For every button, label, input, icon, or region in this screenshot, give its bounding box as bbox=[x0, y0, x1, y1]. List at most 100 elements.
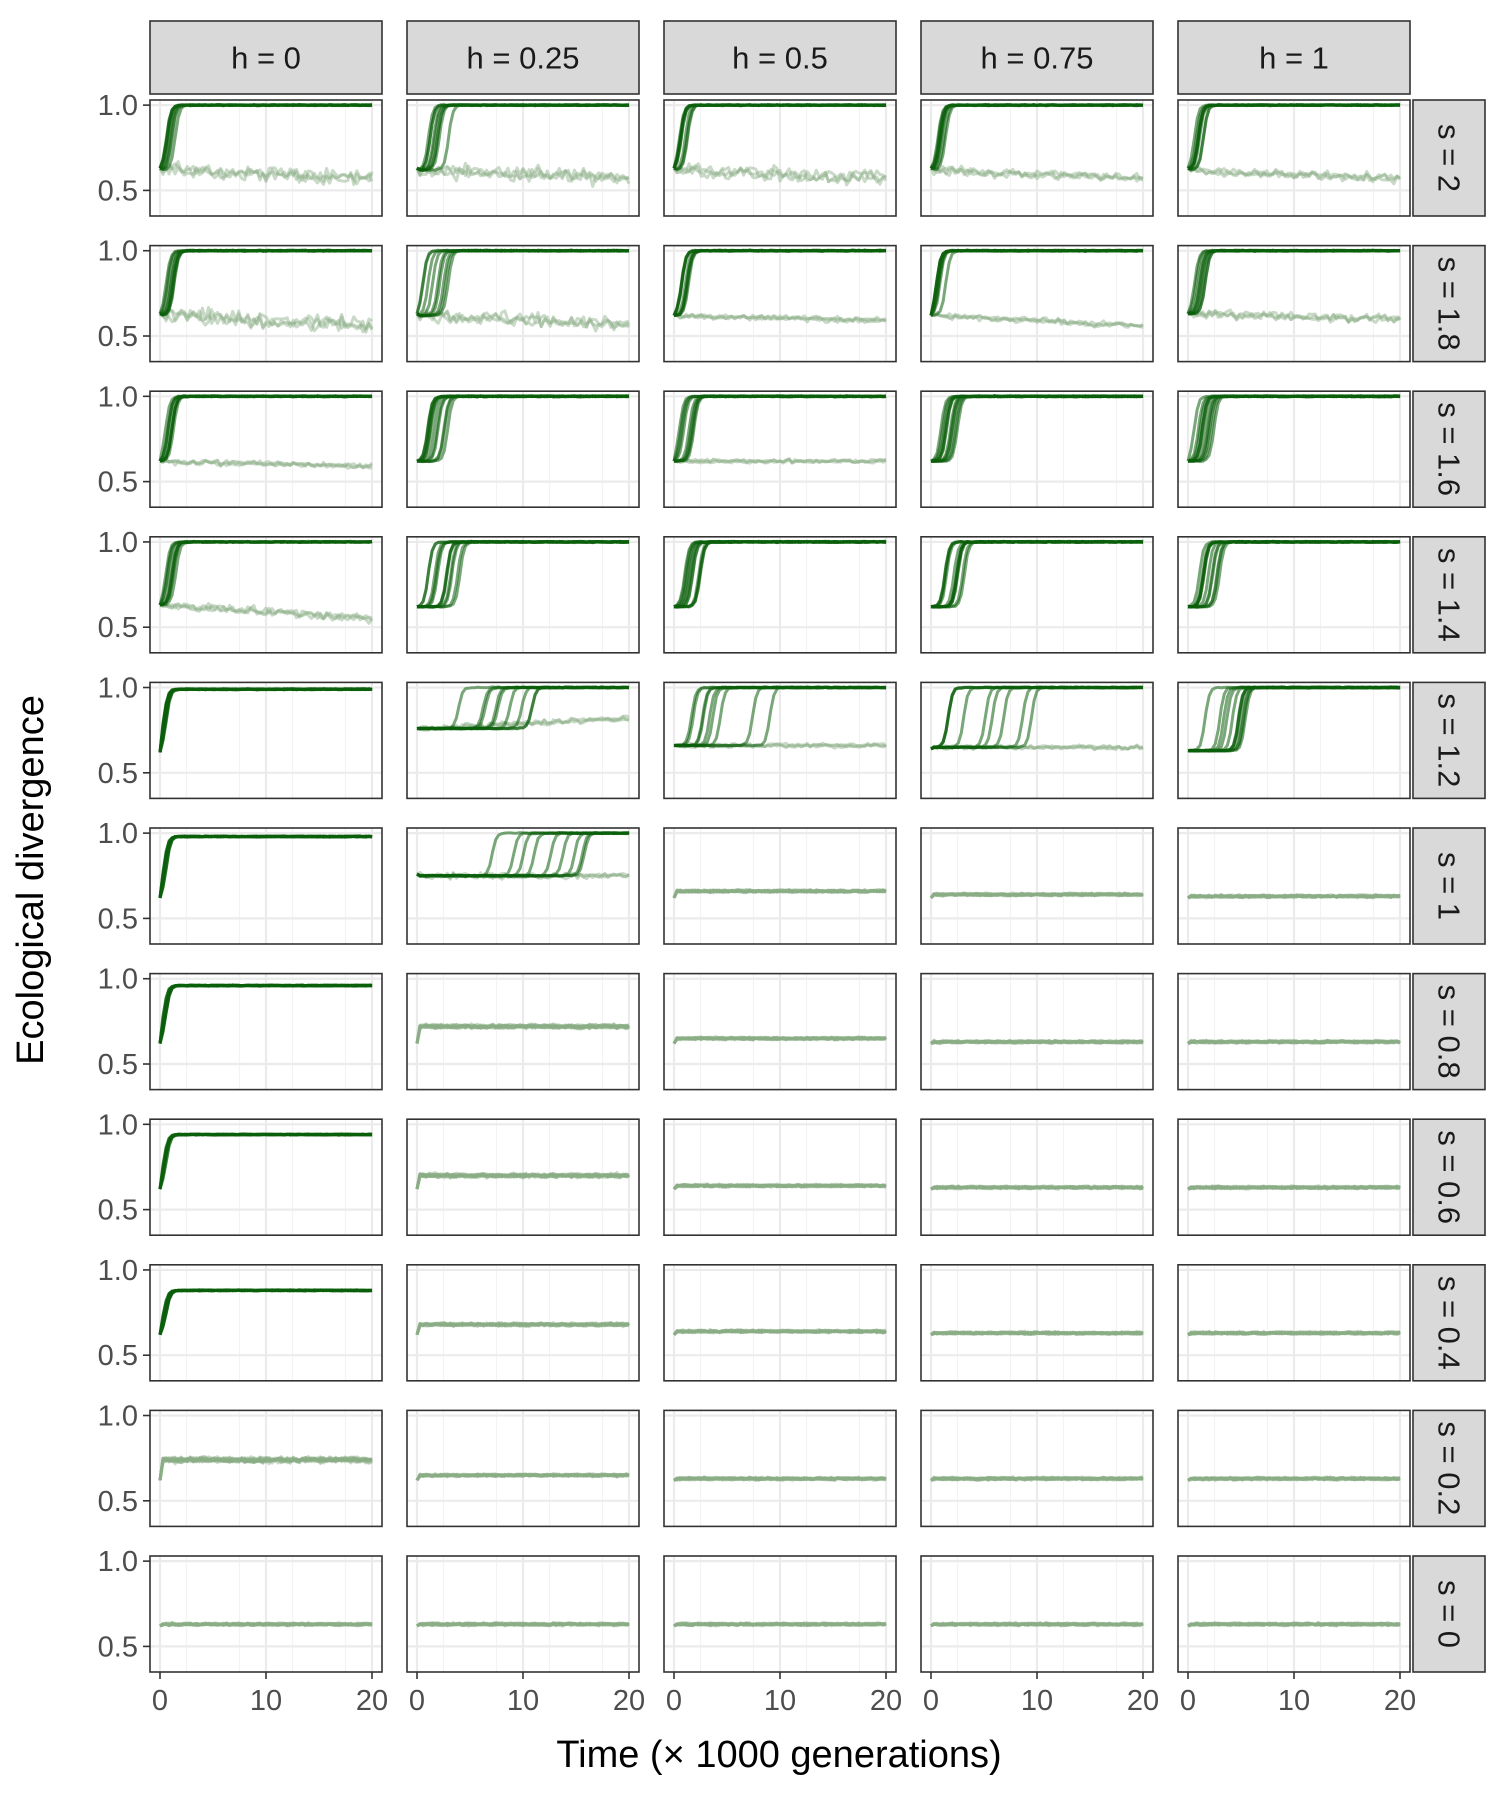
x-tick-label: 0 bbox=[923, 1685, 939, 1717]
series-line bbox=[1187, 1621, 1401, 1628]
series-line bbox=[415, 1321, 630, 1336]
series-line bbox=[930, 394, 1144, 463]
series-line bbox=[159, 1621, 373, 1628]
series-line bbox=[159, 1621, 373, 1628]
x-tick-label: 20 bbox=[1127, 1685, 1159, 1717]
row-strip-label-9: s = 0.2 bbox=[1432, 1421, 1467, 1515]
series-line bbox=[672, 1328, 887, 1336]
series-line bbox=[929, 1039, 1144, 1046]
series-line bbox=[415, 1023, 630, 1044]
series-line bbox=[929, 891, 1144, 899]
panel-3-3 bbox=[920, 535, 1154, 654]
series-line bbox=[930, 891, 1144, 900]
y-tick-label: 0.5 bbox=[98, 321, 138, 353]
series-line bbox=[1186, 103, 1401, 170]
panel-9-4 bbox=[1177, 1409, 1411, 1528]
panel-border bbox=[406, 681, 640, 800]
column-strip-label-0: h = 0 bbox=[231, 41, 301, 76]
series-line bbox=[1187, 1621, 1400, 1628]
panel-border bbox=[1177, 244, 1411, 363]
row-strip-0 bbox=[1412, 99, 1486, 217]
panel-border bbox=[406, 99, 640, 217]
x-tick-label: 0 bbox=[666, 1685, 682, 1717]
series-line bbox=[158, 305, 373, 334]
series-line bbox=[415, 1171, 630, 1190]
series-line bbox=[930, 1038, 1144, 1045]
series-line bbox=[415, 1321, 630, 1336]
series-line bbox=[1187, 1621, 1401, 1628]
panel-border bbox=[663, 972, 897, 1091]
series-line bbox=[672, 1182, 887, 1191]
column-strip-label-4: h = 1 bbox=[1259, 41, 1329, 76]
x-tick-label: 10 bbox=[1278, 1685, 1310, 1717]
series-line bbox=[158, 1456, 373, 1481]
panel-2-1 bbox=[406, 390, 640, 509]
series-line bbox=[1187, 1621, 1401, 1628]
series-line bbox=[159, 1621, 373, 1628]
series-line bbox=[930, 1475, 1144, 1482]
panel-border bbox=[149, 390, 383, 509]
series-line bbox=[159, 308, 374, 331]
y-tick-label: 0.5 bbox=[98, 903, 138, 935]
column-strip-4 bbox=[1177, 20, 1411, 95]
panel-8-0: 0.5 1.0 bbox=[98, 1255, 383, 1382]
panel-border bbox=[663, 1264, 897, 1382]
series-line bbox=[672, 1035, 887, 1045]
series-line bbox=[1187, 1475, 1401, 1482]
series-line bbox=[929, 891, 1144, 899]
panel-6-4 bbox=[1177, 972, 1411, 1091]
series-line bbox=[1187, 1038, 1401, 1045]
column-strip-label-2: h = 0.5 bbox=[732, 41, 828, 76]
panel-border bbox=[1177, 535, 1411, 654]
series-line bbox=[930, 1184, 1144, 1191]
panel-border bbox=[406, 1118, 640, 1236]
x-tick-label: 10 bbox=[1021, 1685, 1053, 1717]
series-line bbox=[673, 1475, 887, 1482]
series-line bbox=[673, 1621, 887, 1628]
series-line bbox=[929, 1475, 1144, 1482]
series-line bbox=[673, 165, 887, 184]
series-line bbox=[672, 888, 887, 899]
series-line bbox=[672, 1328, 887, 1336]
series-line bbox=[1187, 1038, 1401, 1045]
series-line bbox=[1187, 1038, 1401, 1045]
panel-border bbox=[920, 1264, 1154, 1382]
series-line bbox=[415, 1171, 631, 1190]
series-line bbox=[930, 1621, 1144, 1628]
series-line bbox=[930, 1184, 1144, 1191]
series-line bbox=[159, 601, 374, 625]
series-line bbox=[1186, 1038, 1401, 1045]
series-line bbox=[1187, 1476, 1401, 1482]
series-line bbox=[930, 1475, 1144, 1482]
series-line bbox=[1187, 165, 1401, 184]
series-line bbox=[930, 1330, 1144, 1337]
series-line bbox=[929, 1475, 1144, 1482]
series-line bbox=[416, 1621, 630, 1628]
series-line bbox=[1187, 1475, 1401, 1482]
series-line bbox=[672, 888, 887, 899]
series-line bbox=[416, 1621, 630, 1628]
panel-border bbox=[663, 99, 897, 217]
series-line bbox=[930, 1184, 1144, 1191]
series-line bbox=[1187, 1039, 1401, 1045]
panel-border bbox=[406, 390, 640, 509]
series-line bbox=[1187, 1621, 1401, 1628]
series-line bbox=[930, 312, 1144, 329]
series-line bbox=[673, 457, 886, 465]
series-line bbox=[930, 1039, 1144, 1045]
series-line bbox=[930, 1475, 1144, 1482]
series-line bbox=[415, 1321, 630, 1336]
series-line bbox=[674, 685, 887, 748]
panel-border bbox=[149, 244, 383, 363]
panel-0-4 bbox=[1177, 99, 1411, 217]
series-line bbox=[415, 1171, 630, 1190]
series-line bbox=[930, 539, 1144, 609]
series-line bbox=[673, 457, 887, 465]
series-line bbox=[1187, 1475, 1400, 1482]
panel-6-1 bbox=[406, 972, 640, 1091]
panel-3-4 bbox=[1177, 535, 1411, 654]
series-line bbox=[158, 1132, 373, 1190]
column-strip-1 bbox=[406, 20, 640, 95]
series-line bbox=[415, 1472, 630, 1482]
series-line bbox=[1187, 1329, 1401, 1337]
